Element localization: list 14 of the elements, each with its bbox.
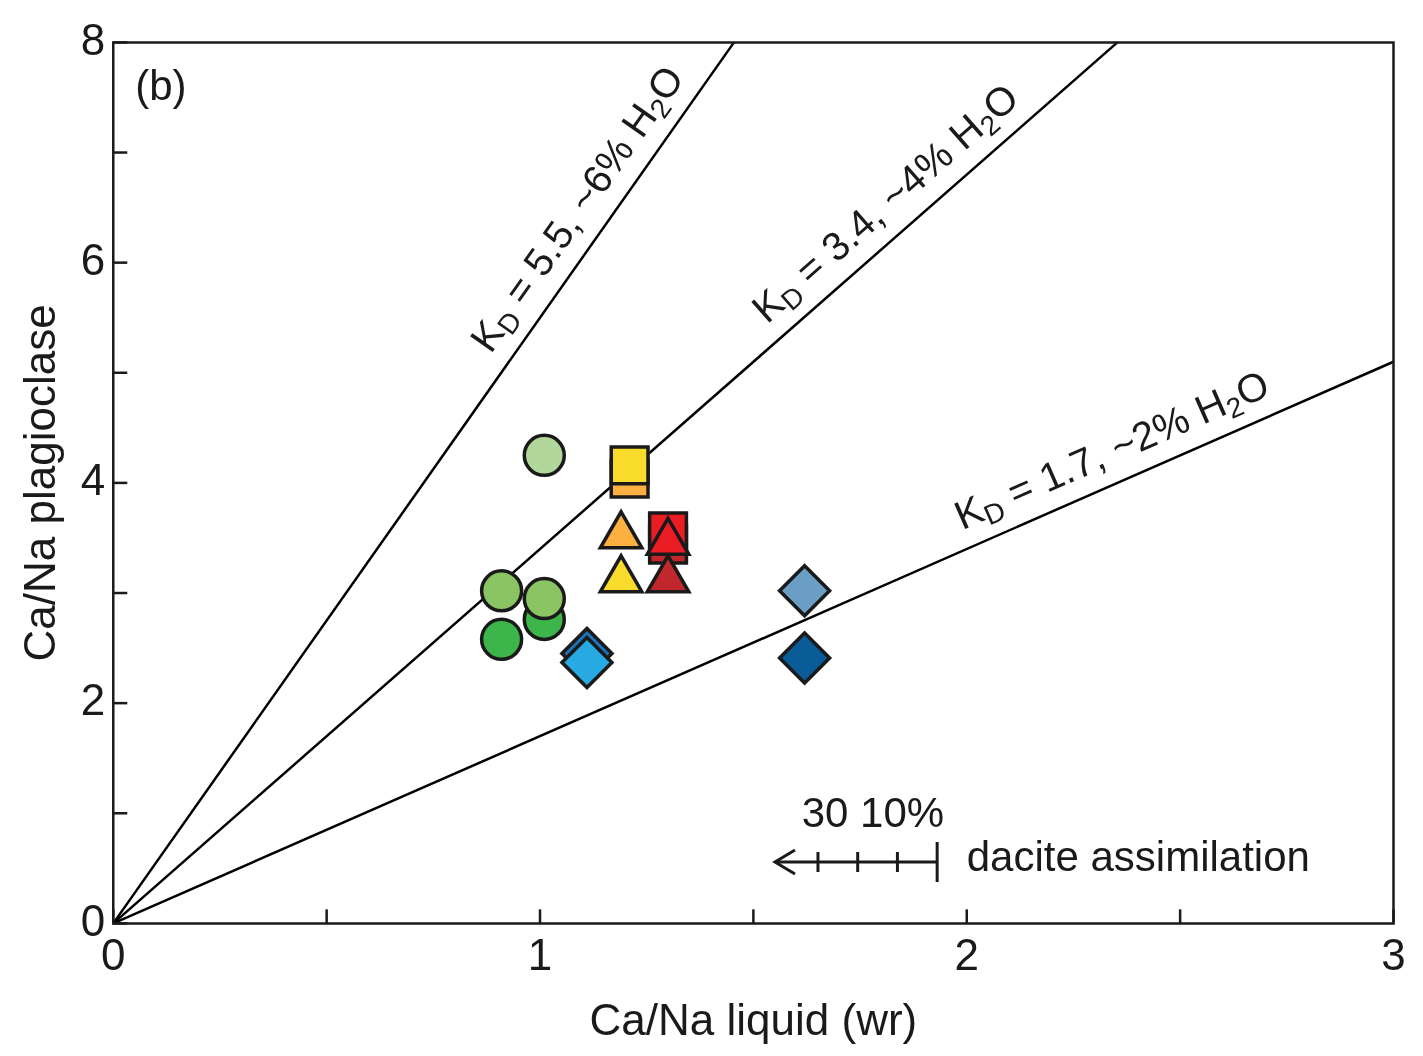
- annotation: 30 10%: [801, 789, 945, 837]
- text: KD = 3.4, ~4% H2O: [743, 74, 1027, 331]
- annotation: dacite assimilation: [966, 833, 1310, 881]
- y-axis-title: Ca/Na plagioclase: [14, 304, 64, 662]
- x-axis-title: Ca/Na liquid (wr): [589, 994, 918, 1044]
- annotation: (b): [135, 61, 187, 109]
- y-tick-label: 8: [80, 14, 106, 64]
- y-tick-label: 4: [80, 455, 106, 505]
- x-tick-label: 3: [1381, 929, 1406, 979]
- x-tick-label: 2: [954, 929, 979, 979]
- y-tick-label: 6: [80, 234, 106, 284]
- x-tick-label: 1: [527, 929, 553, 979]
- text: KD = 1.7, ~2% H2O: [947, 361, 1276, 538]
- y-tick-label: 2: [80, 675, 106, 725]
